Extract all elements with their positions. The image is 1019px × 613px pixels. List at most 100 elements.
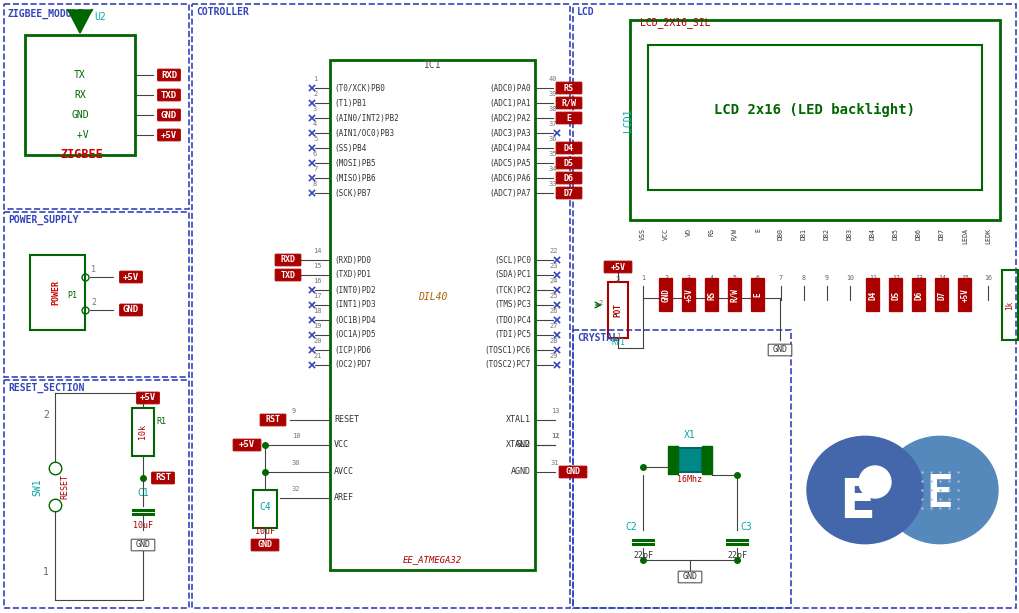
- Text: XTAL2: XTAL2: [505, 441, 531, 449]
- FancyBboxPatch shape: [865, 278, 878, 311]
- Text: RV1: RV1: [610, 338, 625, 347]
- FancyBboxPatch shape: [158, 129, 180, 141]
- Text: +5V: +5V: [684, 288, 693, 302]
- Text: POWER_SUPPLY: POWER_SUPPLY: [8, 215, 78, 225]
- Bar: [667, 446, 678, 474]
- Text: 39: 39: [548, 91, 557, 97]
- Bar: [573, 4, 1015, 608]
- FancyBboxPatch shape: [260, 414, 285, 426]
- Text: 3: 3: [615, 276, 620, 282]
- Text: 31: 31: [550, 460, 559, 466]
- Text: (TCK)PC2: (TCK)PC2: [493, 286, 531, 294]
- Text: 34: 34: [548, 166, 557, 172]
- Text: 11: 11: [550, 433, 559, 439]
- Text: 4: 4: [709, 275, 713, 281]
- Text: GND: GND: [516, 441, 531, 449]
- Text: 25: 25: [548, 293, 557, 299]
- Text: VCC: VCC: [662, 228, 668, 240]
- Text: (OC2)PD7: (OC2)PD7: [333, 360, 371, 370]
- Text: (TDO)PC4: (TDO)PC4: [493, 316, 531, 324]
- Text: AGND: AGND: [511, 468, 531, 476]
- Text: C2: C2: [625, 522, 636, 532]
- Text: (ADC7)PA7: (ADC7)PA7: [489, 189, 531, 197]
- Text: AREF: AREF: [333, 493, 354, 503]
- Text: +5V: +5V: [140, 394, 156, 403]
- Text: RS: RS: [564, 83, 574, 93]
- FancyBboxPatch shape: [555, 82, 581, 94]
- Text: LEDK: LEDK: [984, 228, 990, 244]
- FancyBboxPatch shape: [603, 261, 631, 273]
- Text: +5V: +5V: [610, 262, 625, 272]
- Text: 15: 15: [960, 275, 968, 281]
- Text: 5: 5: [733, 275, 737, 281]
- Text: DIL40: DIL40: [418, 292, 446, 302]
- Text: D4: D4: [564, 143, 574, 153]
- Text: TXD: TXD: [161, 91, 177, 99]
- Bar: [701, 446, 711, 474]
- Text: 26: 26: [548, 308, 557, 314]
- Text: (AIN1/OC0)PB3: (AIN1/OC0)PB3: [333, 129, 393, 137]
- Text: R1: R1: [156, 417, 166, 426]
- Text: EE_ATMEGA32: EE_ATMEGA32: [403, 555, 462, 564]
- Text: 18: 18: [313, 308, 321, 314]
- Text: 27: 27: [548, 323, 557, 329]
- Text: DB3: DB3: [846, 228, 852, 240]
- Text: 32: 32: [291, 486, 301, 492]
- Text: (INT1)PD3: (INT1)PD3: [333, 300, 375, 310]
- Text: GND: GND: [71, 110, 89, 120]
- Text: 16: 16: [313, 278, 321, 284]
- Text: 4: 4: [313, 121, 317, 127]
- FancyBboxPatch shape: [934, 278, 948, 311]
- Text: (INT0)PD2: (INT0)PD2: [333, 286, 375, 294]
- Text: X1: X1: [684, 430, 695, 440]
- Text: 21: 21: [313, 353, 321, 359]
- Text: GND: GND: [565, 468, 580, 476]
- Text: (SDA)PC1: (SDA)PC1: [493, 270, 531, 280]
- FancyBboxPatch shape: [131, 539, 155, 551]
- Text: (TOSC1)PC6: (TOSC1)PC6: [484, 346, 531, 354]
- Text: E: E: [754, 228, 760, 232]
- FancyBboxPatch shape: [275, 269, 301, 281]
- Bar: [25, 35, 135, 155]
- Text: 23: 23: [548, 263, 557, 269]
- FancyBboxPatch shape: [555, 97, 581, 109]
- Text: 8: 8: [801, 275, 805, 281]
- Text: +5V: +5V: [161, 131, 177, 140]
- Text: SW1: SW1: [32, 478, 42, 496]
- Text: IC1: IC1: [423, 60, 441, 70]
- Text: 22: 22: [548, 248, 557, 254]
- Text: (AIN0/INT2)PB2: (AIN0/INT2)PB2: [333, 113, 398, 123]
- Text: GND: GND: [661, 288, 669, 302]
- Text: (RXD)PD0: (RXD)PD0: [333, 256, 371, 264]
- Text: 2: 2: [43, 410, 49, 420]
- Text: RX: RX: [74, 90, 86, 100]
- Text: RESET: RESET: [60, 474, 69, 500]
- Text: 1: 1: [43, 567, 49, 577]
- Text: (TOSC2)PC7: (TOSC2)PC7: [484, 360, 531, 370]
- FancyBboxPatch shape: [555, 172, 581, 184]
- Bar: [647, 45, 981, 190]
- Bar: [192, 4, 570, 608]
- Text: DB0: DB0: [777, 228, 784, 240]
- Text: +5V: +5V: [960, 288, 968, 302]
- Text: 24: 24: [548, 278, 557, 284]
- Ellipse shape: [881, 436, 997, 544]
- Text: CRYSTAL: CRYSTAL: [577, 333, 618, 343]
- Text: LCD_2X16_SIL: LCD_2X16_SIL: [639, 17, 710, 28]
- Text: AVCC: AVCC: [333, 468, 354, 476]
- Text: +5V: +5V: [238, 441, 255, 449]
- Text: 1: 1: [313, 76, 317, 82]
- Bar: [573, 330, 790, 608]
- Text: (ADC0)PA0: (ADC0)PA0: [489, 83, 531, 93]
- Text: (SCL)PC0: (SCL)PC0: [493, 256, 531, 264]
- Text: TX: TX: [74, 70, 86, 80]
- Text: 9: 9: [291, 408, 296, 414]
- FancyBboxPatch shape: [555, 157, 581, 169]
- Text: 3: 3: [313, 106, 317, 112]
- Text: 14: 14: [313, 248, 321, 254]
- Text: 19: 19: [313, 323, 321, 329]
- Bar: [678, 448, 701, 472]
- Text: VO: VO: [686, 228, 691, 236]
- Text: 33: 33: [548, 181, 557, 187]
- Text: LCD 2x16 (LED backlight): LCD 2x16 (LED backlight): [713, 103, 915, 117]
